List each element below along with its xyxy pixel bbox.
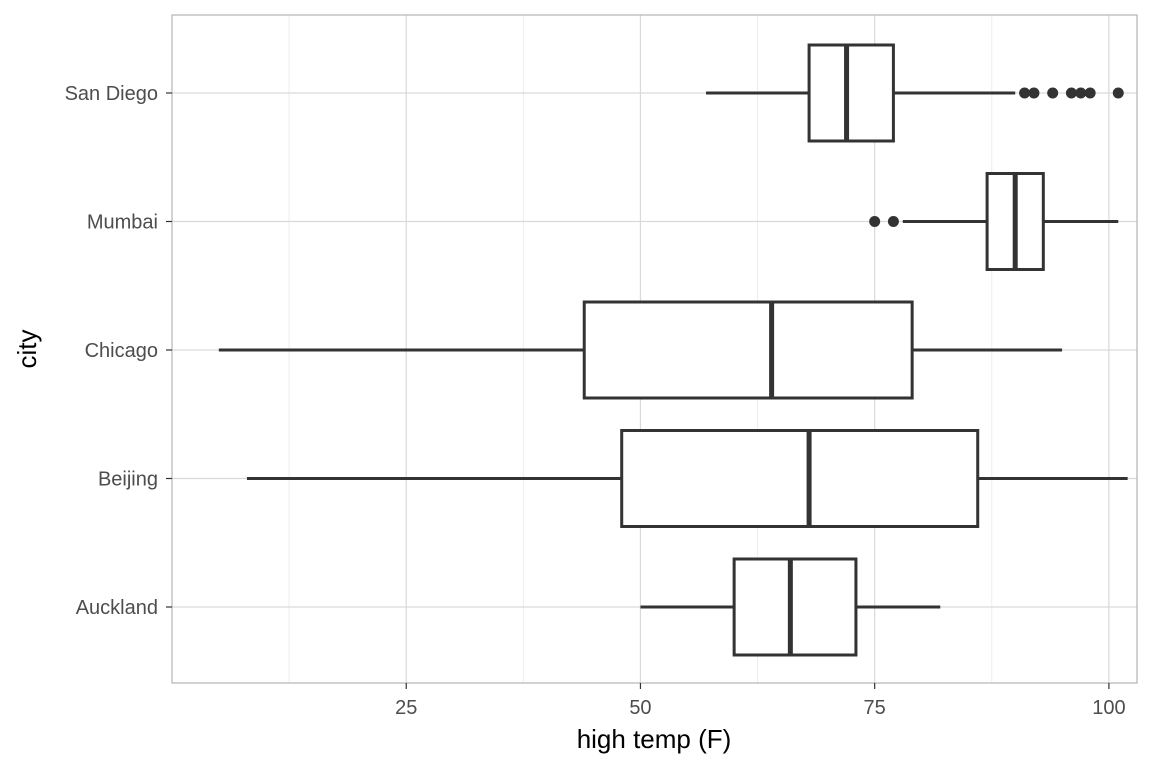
y-axis: Auckland Beijing Chicago Mumbai San Diego (65, 83, 172, 619)
outlier-point (1019, 87, 1031, 99)
y-tick-label: San Diego (65, 83, 158, 105)
outlier-point (869, 216, 881, 227)
box-group-san-diego (706, 43, 1124, 143)
x-tick-label: 100 (1092, 697, 1125, 719)
box-group-auckland (640, 557, 941, 657)
box-group-mumbai (869, 172, 1119, 271)
box-iqr (582, 300, 914, 400)
box-iqr (732, 557, 858, 657)
outlier-point (1112, 87, 1124, 99)
box-iqr (620, 429, 980, 528)
outlier-point (1047, 87, 1059, 99)
x-tick-label: 75 (864, 697, 886, 719)
box-group-chicago (218, 300, 1063, 400)
box-iqr (807, 43, 895, 143)
box-group-beijing (246, 429, 1128, 528)
outlier-point (1084, 87, 1096, 99)
x-axis-title: high temp (F) (577, 724, 732, 754)
outlier-point (1028, 87, 1040, 99)
x-tick-label: 25 (395, 697, 417, 719)
y-tick-label: Mumbai (87, 212, 158, 234)
y-axis-title: city (12, 330, 42, 369)
panel-border (171, 14, 1138, 684)
boxes-layer (218, 43, 1128, 657)
x-axis: 25 50 75 100 (395, 683, 1126, 719)
x-tick-label: 50 (629, 697, 651, 719)
y-tick-label: Chicago (85, 340, 158, 362)
y-tick-label: Auckland (76, 597, 158, 619)
y-tick-label: Beijing (98, 469, 158, 491)
outlier-point (1075, 87, 1087, 99)
outlier-point (1065, 87, 1077, 99)
outlier-point (887, 216, 899, 227)
